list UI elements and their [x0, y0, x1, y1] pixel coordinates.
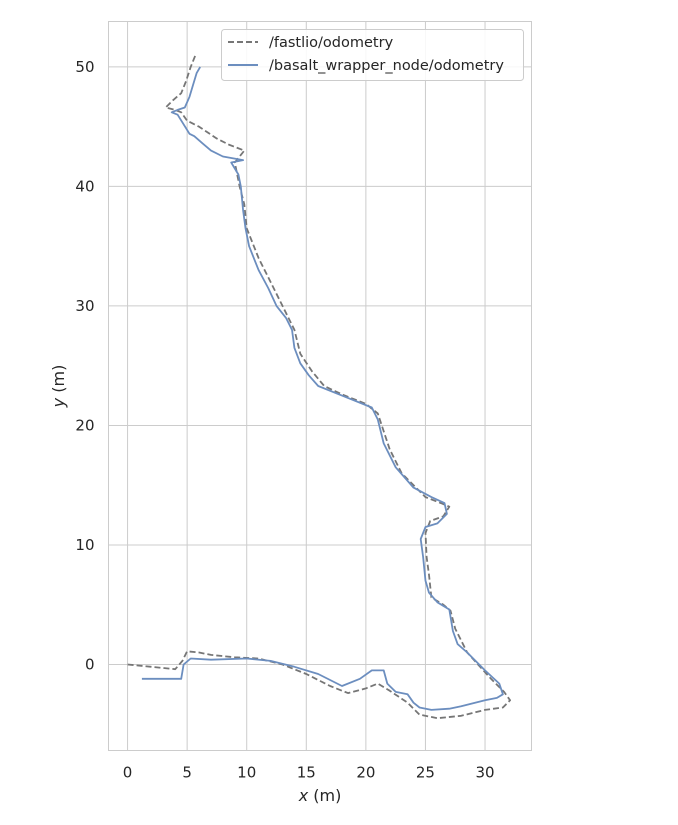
x-tick-label: 30 [475, 764, 494, 782]
y-tick-label: 20 [75, 416, 94, 434]
y-tick-label: 10 [75, 536, 94, 554]
legend-box [221, 29, 524, 81]
x-tick-label: 5 [182, 764, 192, 782]
x-axis-label: x (m) [298, 786, 342, 805]
x-tick-label: 0 [123, 764, 133, 782]
legend: /fastlio/odometry /basalt_wrapper_node/o… [221, 29, 524, 81]
y-tick-label: 50 [75, 58, 94, 76]
y-tick-label: 0 [85, 655, 95, 673]
y-axis-label: y (m) [49, 365, 68, 409]
x-axis-var: x [298, 786, 309, 805]
legend-label-basalt: /basalt_wrapper_node/odometry [269, 58, 504, 74]
series-line-0 [127, 54, 511, 720]
plot-frame [108, 21, 532, 751]
x-axis-unit: (m) [308, 786, 341, 805]
tick-labels: 0 5 10 15 20 25 30 0 10 20 30 40 50 [75, 58, 494, 782]
x-tick-label: 20 [356, 764, 375, 782]
y-axis-var: y [49, 397, 68, 408]
legend-label-fastlio: /fastlio/odometry [269, 35, 394, 51]
y-tick-label: 30 [75, 297, 94, 315]
x-tick-label: 15 [297, 764, 316, 782]
y-tick-label: 40 [75, 177, 94, 195]
x-tick-label: 10 [237, 764, 256, 782]
series-lines [127, 54, 511, 720]
y-axis-unit: (m) [49, 365, 68, 398]
series-line-1 [141, 66, 504, 711]
x-tick-label: 25 [416, 764, 435, 782]
